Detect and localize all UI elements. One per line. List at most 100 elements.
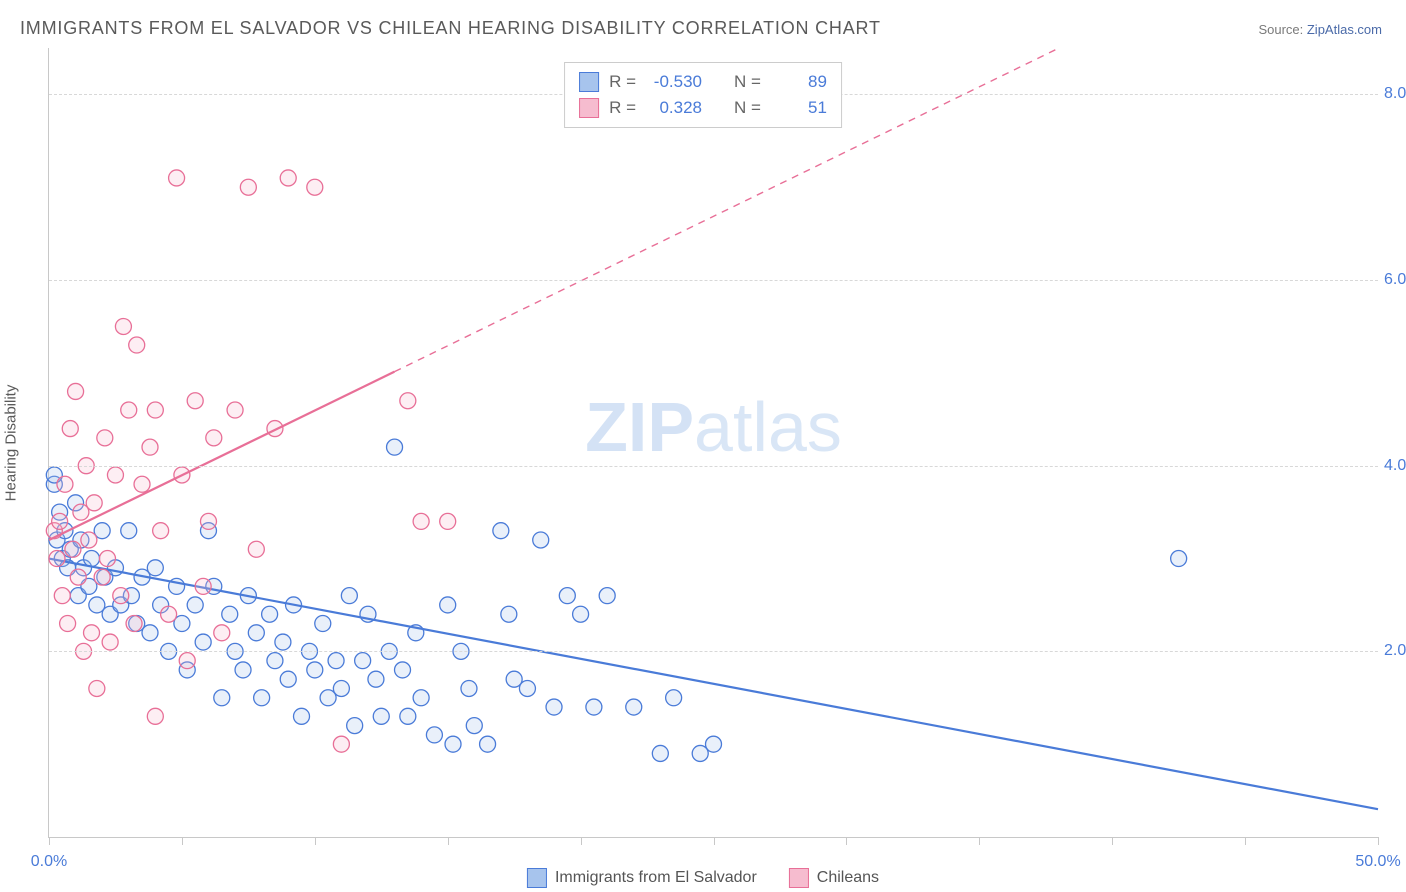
data-point xyxy=(347,718,363,734)
legend-label-el-salvador: Immigrants from El Salvador xyxy=(555,869,757,887)
data-point xyxy=(65,541,81,557)
n-value-chileans: 51 xyxy=(771,95,827,121)
data-point xyxy=(54,588,70,604)
data-point xyxy=(147,708,163,724)
swatch-chileans xyxy=(579,98,599,118)
data-point xyxy=(546,699,562,715)
data-point xyxy=(86,495,102,511)
data-point xyxy=(142,439,158,455)
y-axis-title: Hearing Disability xyxy=(3,384,20,501)
data-point xyxy=(466,718,482,734)
data-point xyxy=(1171,551,1187,567)
x-tick xyxy=(49,837,50,845)
data-point xyxy=(341,588,357,604)
data-point xyxy=(62,421,78,437)
data-point xyxy=(142,625,158,641)
data-point xyxy=(573,606,589,622)
r-value-el-salvador: -0.530 xyxy=(646,69,702,95)
data-point xyxy=(227,402,243,418)
data-point xyxy=(222,606,238,622)
series-legend: Immigrants from El Salvador Chileans xyxy=(527,868,879,888)
chart-title: IMMIGRANTS FROM EL SALVADOR VS CHILEAN H… xyxy=(20,18,881,39)
source-prefix: Source: xyxy=(1258,22,1306,37)
legend-label-chileans: Chileans xyxy=(817,869,879,887)
data-point xyxy=(121,402,137,418)
data-point xyxy=(333,736,349,752)
data-point xyxy=(113,588,129,604)
data-point xyxy=(153,523,169,539)
data-point xyxy=(248,541,264,557)
data-point xyxy=(187,597,203,613)
y-tick-label: 6.0% xyxy=(1384,271,1406,289)
r-label: R = xyxy=(609,69,636,95)
gridline xyxy=(49,466,1378,467)
data-point xyxy=(84,551,100,567)
data-point xyxy=(519,680,535,696)
data-point xyxy=(60,616,76,632)
data-point xyxy=(262,606,278,622)
x-tick xyxy=(182,837,183,845)
swatch-el-salvador xyxy=(579,72,599,92)
data-point xyxy=(49,551,65,567)
data-point xyxy=(413,513,429,529)
x-tick xyxy=(1245,837,1246,845)
data-point xyxy=(440,513,456,529)
data-point xyxy=(445,736,461,752)
x-tick-label: 50.0% xyxy=(1355,853,1400,871)
data-point xyxy=(461,680,477,696)
data-point xyxy=(626,699,642,715)
legend-row-el-salvador: R = -0.530 N = 89 xyxy=(579,69,827,95)
data-point xyxy=(307,179,323,195)
data-point xyxy=(52,513,68,529)
data-point xyxy=(97,430,113,446)
chart-plot-area: Hearing Disability ZIPatlas 2.0%4.0%6.0%… xyxy=(48,48,1378,838)
data-point xyxy=(147,402,163,418)
data-point xyxy=(355,653,371,669)
gridline xyxy=(49,280,1378,281)
scatter-svg xyxy=(49,48,1378,837)
data-point xyxy=(169,170,185,186)
data-point xyxy=(147,560,163,576)
y-tick-label: 8.0% xyxy=(1384,85,1406,103)
x-tick xyxy=(448,837,449,845)
n-value-el-salvador: 89 xyxy=(771,69,827,95)
data-point xyxy=(267,421,283,437)
data-point xyxy=(387,439,403,455)
x-tick xyxy=(714,837,715,845)
data-point xyxy=(206,430,222,446)
trend-line xyxy=(49,559,1378,810)
data-point xyxy=(129,337,145,353)
data-point xyxy=(373,708,389,724)
data-point xyxy=(666,690,682,706)
source-citation: Source: ZipAtlas.com xyxy=(1258,22,1382,37)
data-point xyxy=(599,588,615,604)
data-point xyxy=(107,467,123,483)
data-point xyxy=(214,625,230,641)
source-link[interactable]: ZipAtlas.com xyxy=(1307,22,1382,37)
legend-item-chileans: Chileans xyxy=(789,868,879,888)
data-point xyxy=(267,653,283,669)
y-tick-label: 4.0% xyxy=(1384,457,1406,475)
data-point xyxy=(200,513,216,529)
legend-item-el-salvador: Immigrants from El Salvador xyxy=(527,868,757,888)
data-point xyxy=(586,699,602,715)
data-point xyxy=(400,393,416,409)
data-point xyxy=(94,569,110,585)
data-point xyxy=(275,634,291,650)
data-point xyxy=(328,653,344,669)
data-point xyxy=(254,690,270,706)
n-label: N = xyxy=(734,95,761,121)
data-point xyxy=(413,690,429,706)
x-tick xyxy=(581,837,582,845)
data-point xyxy=(426,727,442,743)
data-point xyxy=(533,532,549,548)
r-label: R = xyxy=(609,95,636,121)
x-tick xyxy=(1112,837,1113,845)
swatch-chileans xyxy=(789,868,809,888)
data-point xyxy=(652,745,668,761)
data-point xyxy=(333,680,349,696)
data-point xyxy=(214,690,230,706)
x-tick xyxy=(846,837,847,845)
data-point xyxy=(493,523,509,539)
trend-line xyxy=(49,372,395,540)
